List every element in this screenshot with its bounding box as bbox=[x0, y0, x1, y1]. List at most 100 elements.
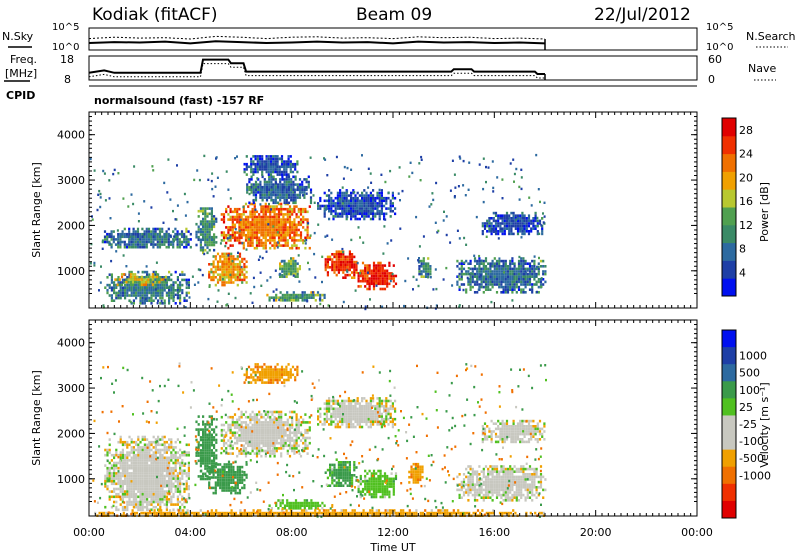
velocity-cell-0 bbox=[154, 477, 157, 480]
velocity-cell-0 bbox=[159, 498, 162, 501]
power-cell-14 bbox=[515, 285, 518, 289]
power-cell-14 bbox=[522, 283, 525, 286]
velocity-cell-0 bbox=[137, 461, 140, 465]
power-cell-2 bbox=[161, 230, 164, 233]
velocity-cell-3 bbox=[240, 421, 243, 424]
power-cell-14 bbox=[522, 275, 525, 278]
power-cell-10 bbox=[324, 258, 327, 261]
velocity-cell-0 bbox=[163, 503, 166, 506]
velocity-cell-0 bbox=[163, 451, 166, 454]
power-cell-9 bbox=[378, 202, 381, 205]
power-cell-2 bbox=[132, 230, 135, 233]
power-cell-5 bbox=[258, 239, 261, 242]
power-cell-7 bbox=[267, 170, 270, 174]
power-cell-14 bbox=[482, 280, 485, 284]
velocity-cell-0 bbox=[148, 490, 151, 493]
power-speckle bbox=[163, 181, 166, 185]
power-cell-0 bbox=[172, 286, 175, 289]
power-cell-0 bbox=[161, 294, 164, 297]
power-cell-2 bbox=[110, 238, 113, 241]
power-cell-4 bbox=[230, 255, 233, 258]
velocity-cell-0 bbox=[126, 508, 129, 512]
velocity-cell-0 bbox=[170, 482, 173, 486]
velocity-cell-2 bbox=[208, 476, 211, 479]
power-cell-6 bbox=[259, 185, 262, 189]
power-cell-5 bbox=[306, 218, 309, 221]
power-cell-2 bbox=[174, 235, 177, 239]
velocity-cell-0 bbox=[157, 474, 160, 478]
power-cell-15 bbox=[523, 217, 526, 220]
power-cell-14 bbox=[524, 270, 527, 273]
velocity-cell-0 bbox=[187, 472, 190, 475]
power-cell-14 bbox=[473, 272, 477, 276]
power-cell-5 bbox=[222, 220, 226, 224]
power-cell-5 bbox=[238, 226, 241, 229]
power-cell-9 bbox=[385, 196, 388, 200]
power-cell-7 bbox=[258, 157, 262, 161]
power-speckle bbox=[172, 209, 174, 213]
power-cell-8 bbox=[294, 270, 297, 273]
power-speckle bbox=[536, 265, 538, 269]
velocity-cell-0 bbox=[187, 443, 190, 447]
power-cell-14 bbox=[520, 288, 523, 291]
power-cell-9 bbox=[343, 204, 346, 208]
power-cell-3 bbox=[208, 243, 211, 247]
power-cell-9 bbox=[378, 217, 381, 221]
velocity-cell-0 bbox=[139, 440, 142, 444]
power-cell-14 bbox=[520, 283, 523, 286]
power-cell-10 bbox=[335, 260, 338, 264]
velocity-cell-0 bbox=[146, 508, 149, 512]
velocity-cell-2 bbox=[232, 486, 235, 490]
power-cell-14 bbox=[517, 262, 521, 265]
velocity-cell-0 bbox=[172, 477, 175, 480]
velocity-cell-0 bbox=[106, 485, 109, 488]
power-speckle bbox=[341, 186, 344, 189]
power-cell-5 bbox=[295, 226, 298, 229]
power-cell-15 bbox=[534, 227, 537, 230]
power-cell-3 bbox=[206, 207, 209, 210]
power-cell-4 bbox=[214, 270, 217, 274]
power-speckle bbox=[186, 200, 189, 204]
power-cell-4 bbox=[225, 263, 228, 266]
power-cell-2 bbox=[167, 240, 170, 244]
power-speckle bbox=[91, 218, 94, 221]
power-cell-15 bbox=[499, 214, 502, 217]
power-speckle bbox=[164, 279, 167, 282]
velocity-cell-2 bbox=[214, 489, 217, 492]
power-cell-0 bbox=[181, 291, 184, 295]
velocity-cell-2 bbox=[234, 484, 237, 487]
power-speckle bbox=[518, 198, 521, 201]
power-cell-14 bbox=[460, 278, 463, 281]
power-cell-14 bbox=[478, 270, 481, 273]
power-cell-2 bbox=[112, 240, 115, 244]
velocity-cell-0 bbox=[115, 477, 118, 480]
power-cell-6 bbox=[285, 193, 288, 197]
velocity-cell-0 bbox=[161, 438, 164, 441]
velocity-cell-1 bbox=[204, 451, 207, 455]
velocity-cell-3 bbox=[247, 439, 250, 442]
power-cell-11 bbox=[392, 277, 395, 280]
power-cell-0 bbox=[130, 291, 133, 295]
power-cell-15 bbox=[494, 230, 498, 233]
power-cell-7 bbox=[261, 170, 264, 174]
power-cell-2 bbox=[176, 245, 179, 249]
velocity-cell-0 bbox=[163, 482, 166, 486]
power-cell-14 bbox=[542, 272, 545, 276]
power-cell-0 bbox=[124, 278, 127, 282]
power-cell-6 bbox=[283, 185, 286, 189]
power-cell-15 bbox=[486, 230, 489, 233]
power-cell-5 bbox=[288, 228, 292, 232]
velocity-cell-0 bbox=[132, 492, 135, 496]
power-cell-11 bbox=[372, 264, 376, 267]
power-speckle bbox=[362, 241, 365, 244]
power-cell-14 bbox=[528, 275, 532, 278]
velocity-cell-0 bbox=[110, 466, 113, 470]
velocity-cell-3 bbox=[255, 447, 259, 450]
power-cell-14 bbox=[511, 285, 514, 289]
velocity-cell-0 bbox=[110, 472, 113, 475]
velocity-cell-0 bbox=[148, 508, 151, 512]
power-cell-5 bbox=[266, 233, 270, 237]
power-cell-5 bbox=[293, 210, 296, 214]
power-cell-7 bbox=[256, 155, 259, 158]
power-cell-3 bbox=[204, 222, 207, 226]
